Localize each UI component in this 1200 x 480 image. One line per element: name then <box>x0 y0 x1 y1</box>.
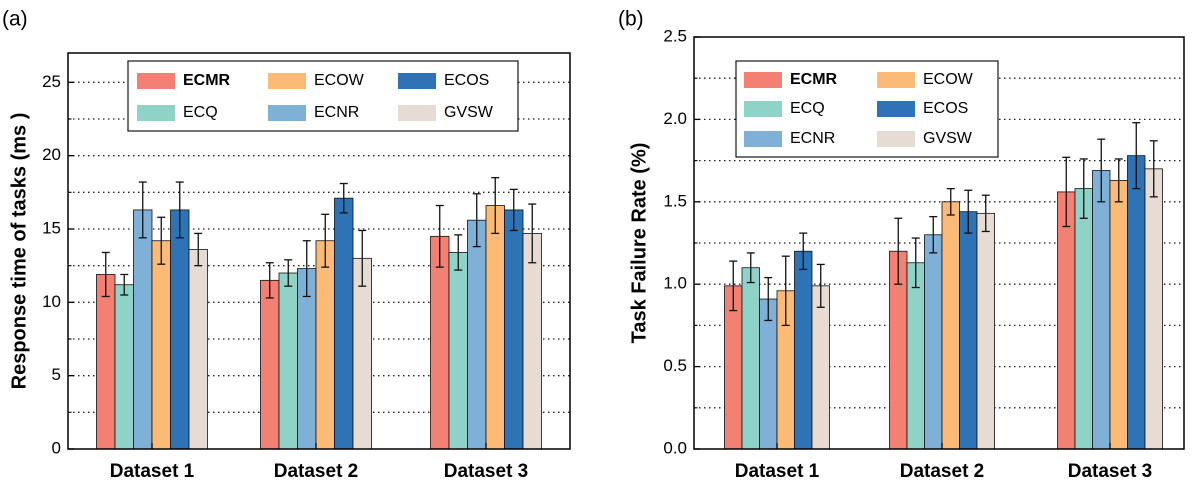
bar-gvsw-3 <box>522 232 542 450</box>
bar-ecnr-3 <box>1092 170 1111 450</box>
bar-ecnr-1 <box>759 298 778 450</box>
legend-label: ECOW <box>923 71 974 88</box>
bar-ecos-2 <box>334 197 354 450</box>
legend-entry-gvsw: GVSW <box>877 130 973 147</box>
legend-swatch <box>877 131 915 147</box>
bar-ecow-2 <box>941 201 960 450</box>
legend-label: ECQ <box>790 100 825 117</box>
x-tick-label: Dataset 3 <box>444 461 529 480</box>
bar-ecmr-3 <box>1057 191 1076 450</box>
bar-ecos-3 <box>1127 155 1146 450</box>
legend-label: ECOW <box>314 72 365 89</box>
legend-label: ECMR <box>790 71 838 88</box>
legend-entry-ecq: ECQ <box>137 104 218 121</box>
bar-ecnr-3 <box>467 219 487 450</box>
legend-swatch <box>398 105 436 121</box>
bar-ecow-2 <box>315 240 335 450</box>
bar-ecow-3 <box>1109 179 1128 450</box>
y-axis-label: Response time of tasks (ms ) <box>8 113 30 390</box>
y-tick-label: 15 <box>42 218 61 237</box>
legend-swatch <box>398 73 436 89</box>
x-tick-label: Dataset 1 <box>735 461 820 480</box>
bar-ecnr-2 <box>924 234 943 450</box>
legend-entry-ecmr: ECMR <box>137 72 231 89</box>
legend-label: ECOS <box>923 100 968 117</box>
bar-gvsw-2 <box>976 212 995 450</box>
legend-label: ECNR <box>790 130 835 147</box>
legend-label: GVSW <box>923 130 973 147</box>
panel-b: (b) Dataset 1 Dataset 2 Dataset 3 0.0 0.5 1.0 1… <box>618 8 1185 480</box>
bar-ecq-2 <box>278 272 298 450</box>
legend-entry-gvsw: GVSW <box>398 104 494 121</box>
panel-label: (a) <box>2 8 28 31</box>
y-tick-label: 10 <box>42 292 61 311</box>
legend-label: ECMR <box>183 72 231 89</box>
legend-swatch <box>137 73 175 89</box>
legend-swatch <box>268 73 306 89</box>
y-tick-label: 20 <box>42 145 61 164</box>
legend-swatch <box>744 131 782 147</box>
legend-entry-ecnr: ECNR <box>268 104 359 121</box>
bar-ecos-3 <box>504 209 524 450</box>
legend-swatch <box>137 105 175 121</box>
bar-gvsw-3 <box>1144 168 1163 450</box>
legend-swatch <box>877 101 915 117</box>
y-tick-label: 0 <box>52 438 61 457</box>
bar-gvsw-1 <box>188 249 208 450</box>
y-tick-label: 0.0 <box>663 438 687 457</box>
x-tick-label: Dataset 2 <box>274 461 359 480</box>
legend: ECMR ECOW ECOS ECQ ECNR GVSW <box>127 60 519 132</box>
legend-swatch <box>268 105 306 121</box>
panel-label: (b) <box>618 8 644 31</box>
legend-label: ECOS <box>444 72 489 89</box>
bar-ecmr-3 <box>430 235 450 450</box>
bar-gvsw-2 <box>352 257 372 450</box>
bar-ecow-1 <box>151 240 171 450</box>
y-tick-label: 25 <box>42 72 61 91</box>
legend-entry-ecos: ECOS <box>398 72 489 89</box>
bar-ecmr-2 <box>260 279 280 450</box>
x-tick-label: Dataset 3 <box>1068 461 1153 480</box>
y-axis-label: Task Failure Rate (%) <box>628 143 650 344</box>
legend-entry-ecq: ECQ <box>744 100 825 117</box>
legend-entry-ecow: ECOW <box>877 71 974 88</box>
bar-ecos-2 <box>959 211 978 450</box>
bar-ecq-3 <box>448 252 468 450</box>
bar-ecow-3 <box>485 205 505 450</box>
legend-label: ECNR <box>314 104 359 121</box>
y-tick-label: 0.5 <box>663 356 687 375</box>
panel-a: (a) Dataset 1 Dataset 2 Dataset 3 0 5 10 15 20 25… <box>2 8 571 480</box>
legend-label: ECQ <box>183 104 218 121</box>
y-tick-label: 1.0 <box>663 274 687 293</box>
bar-ecq-1 <box>114 284 134 450</box>
legend-swatch <box>744 101 782 117</box>
bar-ecmr-1 <box>96 274 116 450</box>
legend-swatch <box>744 72 782 88</box>
y-tick-label: 2.0 <box>663 109 687 128</box>
legend-box <box>127 60 519 132</box>
legend: ECMR ECOW ECQ ECOS ECNR GVSW <box>735 60 999 158</box>
legend-entry-ecmr: ECMR <box>744 71 838 88</box>
x-tick-label: Dataset 1 <box>110 461 195 480</box>
bar-ecq-2 <box>906 262 925 450</box>
bar-ecos-1 <box>794 250 813 450</box>
y-tick-label: 1.5 <box>663 191 687 210</box>
y-tick-label: 2.5 <box>663 26 687 45</box>
legend-entry-ecow: ECOW <box>268 72 365 89</box>
bar-ecq-3 <box>1074 188 1093 450</box>
legend-swatch <box>877 72 915 88</box>
bar-ecq-1 <box>741 267 760 450</box>
legend-label: GVSW <box>444 104 494 121</box>
legend-entry-ecos: ECOS <box>877 100 968 117</box>
bar-ecos-1 <box>170 209 190 450</box>
y-tick-label: 5 <box>52 365 61 384</box>
plot-frame <box>67 52 571 450</box>
bar-gvsw-1 <box>811 285 830 450</box>
x-tick-label: Dataset 2 <box>900 461 985 480</box>
bar-ecnr-1 <box>133 209 153 450</box>
legend-entry-ecnr: ECNR <box>744 130 835 147</box>
